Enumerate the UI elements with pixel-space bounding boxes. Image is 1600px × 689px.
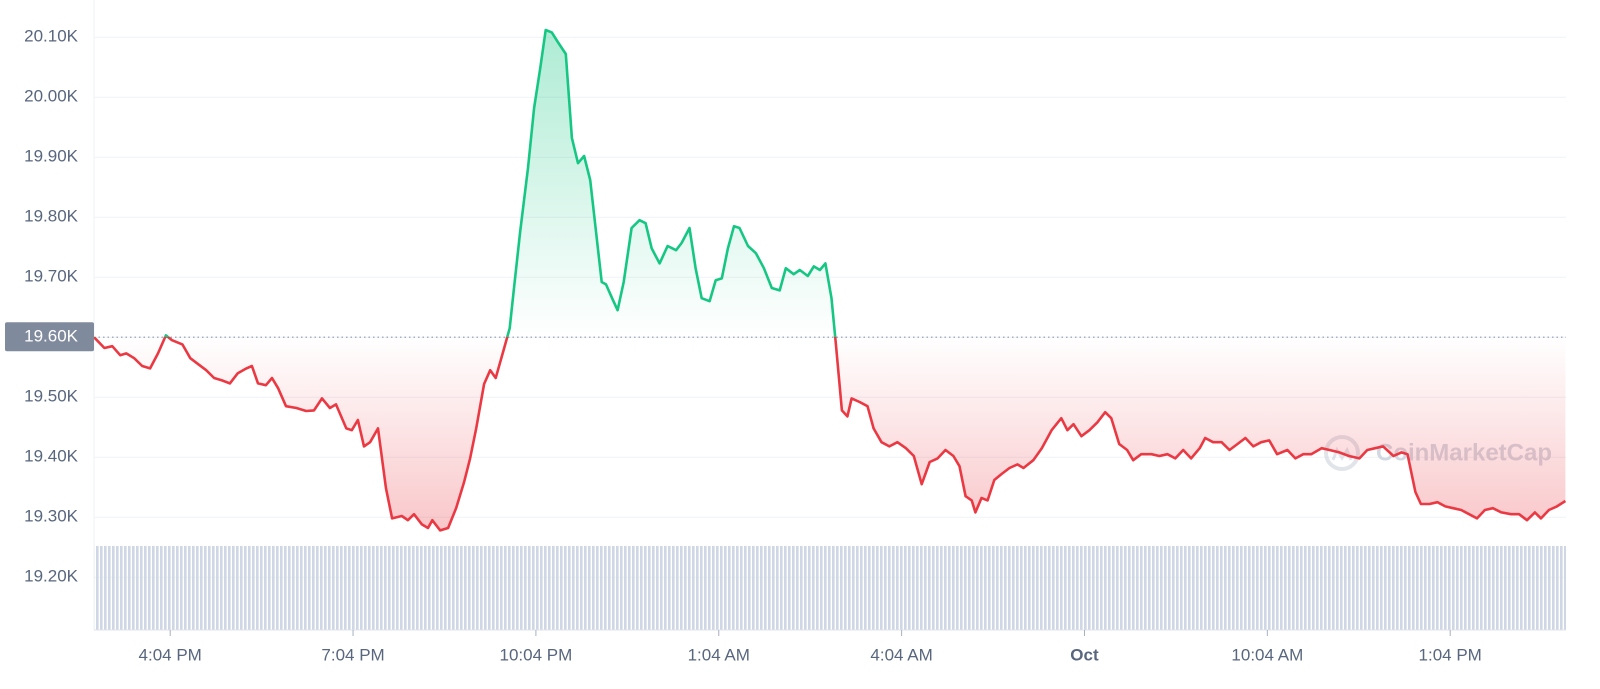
price-line bbox=[93, 28, 1567, 532]
x-tick-label: 4:04 AM bbox=[870, 645, 932, 664]
volume-bars bbox=[94, 546, 1566, 630]
y-tick-label: 19.20K bbox=[24, 567, 79, 586]
y-tick-label: 19.80K bbox=[24, 207, 79, 226]
x-tick-label: 1:04 PM bbox=[1419, 645, 1482, 664]
y-tick-label: 20.00K bbox=[24, 87, 79, 106]
baseline-label-box bbox=[5, 322, 94, 352]
x-tick-label: 1:04 AM bbox=[688, 645, 750, 664]
x-tick-label: Oct bbox=[1070, 645, 1099, 664]
y-tick-label: 19.70K bbox=[24, 267, 79, 286]
y-tick-label: 19.40K bbox=[24, 447, 79, 466]
y-tick-label: 19.50K bbox=[24, 387, 79, 406]
x-tick-label: 7:04 PM bbox=[321, 645, 384, 664]
y-tick-label: 20.10K bbox=[24, 27, 79, 46]
x-tick-label: 10:04 PM bbox=[500, 645, 573, 664]
label-layer: 19.20K 19.30K 19.40K 19.50K 19.60K 19.70K 19.8… bbox=[5, 27, 1482, 664]
x-tick-label: 4:04 PM bbox=[139, 645, 202, 664]
price-area bbox=[94, 30, 1566, 531]
plot-layer bbox=[93, 28, 1567, 532]
y-tick-label: 19.30K bbox=[24, 507, 79, 526]
y-tick-label: 19.90K bbox=[24, 147, 79, 166]
y-tick-label: 19.60K bbox=[24, 327, 79, 346]
x-tick-label: 10:04 AM bbox=[1231, 645, 1303, 664]
